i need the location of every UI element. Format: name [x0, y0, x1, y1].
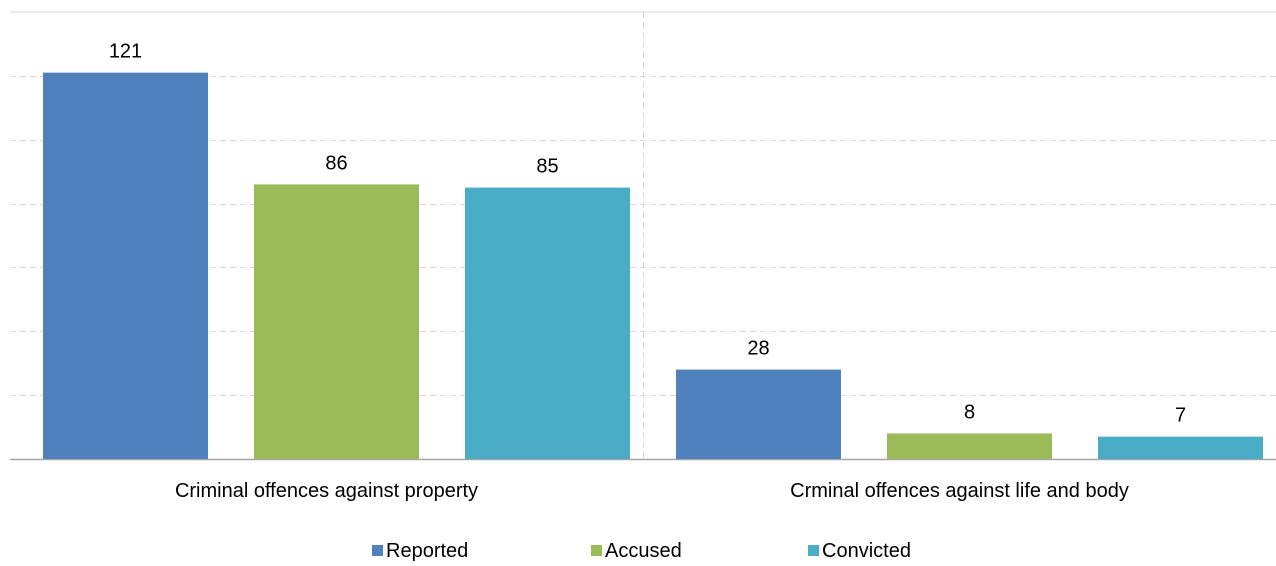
bars	[43, 72, 1263, 460]
data-label: 8	[964, 401, 975, 423]
category-label: Crminal offences against life and body	[790, 480, 1129, 502]
legend-swatch-reported	[372, 545, 383, 556]
legend-label-accused: Accused	[605, 540, 682, 562]
data-labels: 121 86 85 28 8 7	[109, 41, 1186, 427]
data-label: 7	[1175, 405, 1186, 427]
bar-reported-0	[43, 72, 208, 460]
data-label: 86	[325, 152, 347, 174]
legend-label-reported: Reported	[386, 540, 468, 562]
category-label: Criminal offences against property	[175, 480, 478, 502]
bar-accused-0	[254, 184, 419, 459]
bar-convicted-0	[465, 187, 630, 459]
bar-reported-1	[676, 369, 841, 459]
data-label: 85	[536, 156, 558, 178]
category-labels: Criminal offences against property Crmina…	[175, 480, 1129, 502]
data-label: 121	[109, 41, 142, 63]
bar-accused-1	[887, 433, 1052, 459]
gridlines	[10, 12, 1276, 459]
legend-label-convicted: Convicted	[822, 540, 911, 562]
data-label: 28	[747, 338, 769, 360]
bar-convicted-1	[1098, 436, 1263, 459]
legend-swatch-accused	[591, 545, 602, 556]
legend-swatch-convicted	[808, 545, 819, 556]
legend: Reported Accused Convicted	[372, 540, 911, 562]
